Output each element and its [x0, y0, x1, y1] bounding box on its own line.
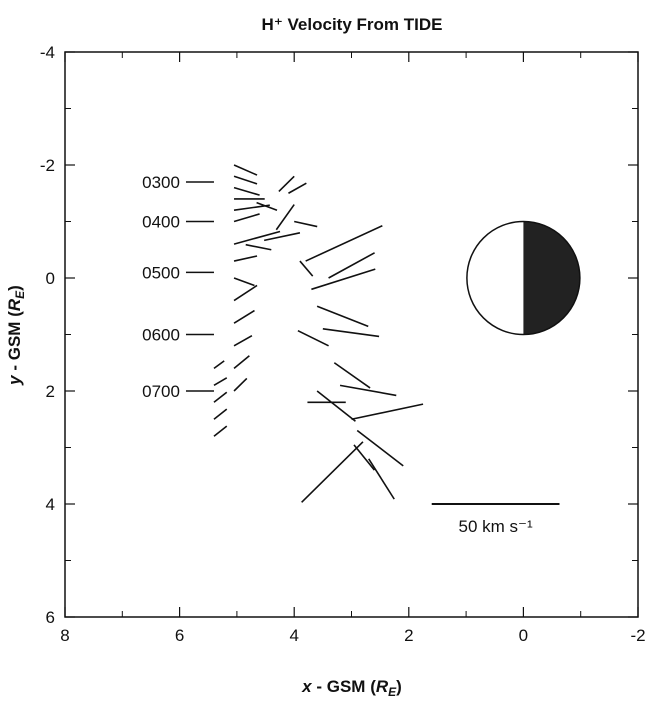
y-axis-label: y - GSM (RE): [5, 285, 27, 386]
time-label: 0400: [142, 213, 180, 232]
x-tick-label: 6: [175, 626, 184, 645]
x-tick-label: -2: [630, 626, 645, 645]
velocity-vector: [213, 360, 225, 370]
time-label: 0300: [142, 173, 180, 192]
velocity-vector: [256, 201, 278, 211]
velocity-vector: [316, 390, 356, 422]
velocity-vector: [233, 230, 281, 245]
velocity-vector: [339, 384, 397, 397]
velocity-vector: [305, 225, 383, 262]
velocity-vector: [233, 335, 253, 347]
y-axis-label-part: R: [5, 298, 24, 311]
velocity-vector: [275, 204, 295, 231]
velocity-vector: [322, 328, 380, 338]
x-axis-label-part: x: [301, 677, 313, 696]
x-axis-label-part: - GSM (: [312, 677, 377, 696]
x-axis-label-part: ): [396, 677, 402, 696]
time-label: 0500: [142, 263, 180, 282]
velocity-vector: [368, 458, 395, 500]
velocity-vector: [233, 309, 255, 324]
x-tick-label: 8: [60, 626, 69, 645]
velocity-vector: [213, 408, 228, 420]
y-tick-label: -4: [40, 43, 55, 62]
x-tick-label: 4: [289, 626, 298, 645]
velocity-vector: [233, 164, 258, 176]
velocity-vector: [316, 305, 369, 328]
velocity-vector: [233, 277, 255, 287]
y-tick-label: 0: [46, 269, 55, 288]
velocity-vector: [233, 186, 260, 196]
velocity-vector: [311, 268, 376, 291]
velocity-vector: [245, 243, 272, 251]
y-axis-label-part: - GSM (: [5, 311, 24, 376]
velocity-vector: [278, 175, 295, 192]
x-tick-label: 2: [404, 626, 413, 645]
y-axis-label-part: y: [5, 374, 24, 386]
chart-title: H⁺ Velocity From TIDE: [262, 15, 443, 34]
velocity-vector: [213, 391, 228, 403]
velocity-vector: [328, 252, 375, 279]
y-tick-label: 4: [46, 495, 55, 514]
velocity-vector: [233, 355, 250, 370]
velocity-vector: [297, 329, 329, 347]
velocity-vector: [333, 362, 371, 389]
velocity-vector: [353, 444, 376, 471]
x-axis-label-part: E: [388, 685, 397, 699]
velocity-vector: [213, 425, 228, 437]
y-axis-label-part: ): [5, 285, 24, 291]
velocity-vector: [213, 377, 228, 387]
time-label: 0600: [142, 326, 180, 345]
velocity-vector: [233, 255, 258, 262]
x-axis-label-part: R: [376, 677, 389, 696]
velocity-vector: [233, 175, 258, 185]
velocity-vector: [263, 232, 301, 242]
y-tick-label: 2: [46, 382, 55, 401]
velocity-vector: [233, 377, 248, 392]
velocity-vector: [233, 284, 258, 302]
velocity-vector: [233, 213, 260, 223]
x-tick-label: 0: [519, 626, 528, 645]
earth: [466, 220, 581, 336]
velocity-vector: [299, 260, 314, 277]
y-tick-label: -2: [40, 156, 55, 175]
velocity-vector: [301, 441, 364, 503]
velocity-vector: [351, 403, 424, 421]
velocity-vector: [288, 182, 307, 194]
velocity-vector: [294, 220, 318, 228]
scale-bar-label: 50 km s⁻¹: [459, 517, 533, 536]
time-label: 0700: [142, 382, 180, 401]
y-tick-label: 6: [46, 608, 55, 627]
velocity-vector: [356, 429, 404, 467]
earth-night: [523, 221, 580, 335]
x-axis-label: x - GSM (RE): [301, 677, 402, 699]
y-axis-label-part: E: [13, 290, 27, 299]
